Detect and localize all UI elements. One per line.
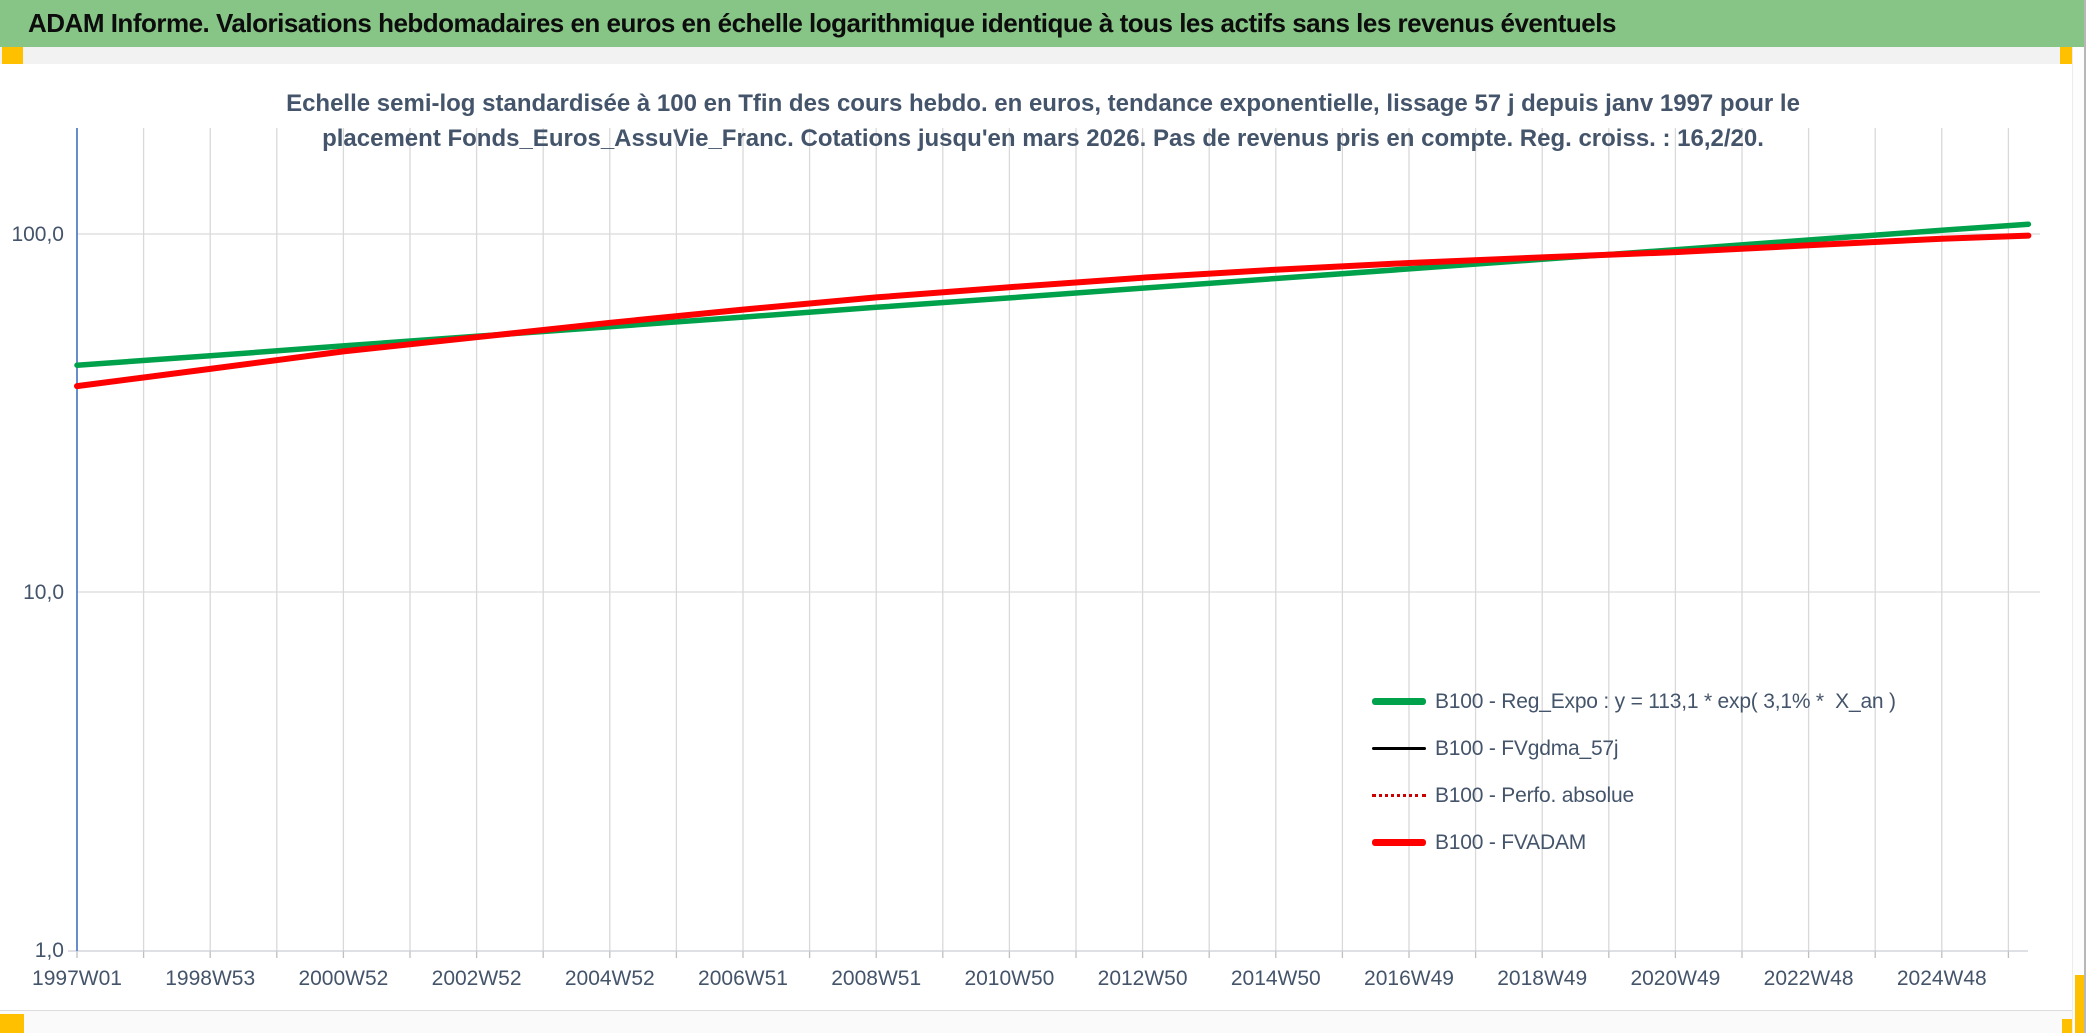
- y-tick-label: 1,0: [35, 939, 64, 962]
- window-right-border: [2084, 0, 2086, 1033]
- legend-item: B100 - Perfo. absolue: [1372, 772, 1896, 819]
- legend-line-swatch: [1372, 747, 1426, 750]
- plot-area: 100,0 10,0 1,0 1997W01 1998W53 2000W52 2002W52…: [11, 128, 2040, 990]
- legend-label: B100 - FVADAM: [1435, 830, 1587, 854]
- x-tick-label: 2008W51: [831, 967, 921, 990]
- chart-title-line2: placement Fonds_Euros_AssuVie_Franc. Cot…: [322, 125, 1764, 152]
- series-line-b100-fvgdma-57j: [75, 234, 2030, 388]
- x-tick-label: 2018W49: [1497, 967, 1587, 990]
- legend-label: B100 - Reg_Expo : y = 113,1 * exp( 3,1% …: [1435, 689, 1896, 713]
- legend-line-swatch: [1372, 794, 1426, 797]
- x-tick-label: 2020W49: [1630, 967, 1720, 990]
- chart-legend: B100 - Reg_Expo : y = 113,1 * exp( 3,1% …: [1372, 678, 1896, 866]
- report-title: ADAM Informe. Valorisations hebdomadaire…: [28, 8, 1616, 38]
- right-scrollbar-thumb[interactable]: [2075, 975, 2085, 1033]
- legend-item: B100 - FVADAM: [1372, 819, 1896, 866]
- x-tick-label: 1997W01: [32, 967, 122, 990]
- y-tick-label: 10,0: [23, 581, 64, 604]
- bottom-scrollbar-thumb[interactable]: [0, 1014, 24, 1033]
- report-title-bar: ADAM Informe. Valorisations hebdomadaire…: [0, 0, 2086, 47]
- x-tick-label: 2012W50: [1098, 967, 1188, 990]
- legend-line-swatch: [1372, 839, 1426, 846]
- legend-item: B100 - FVgdma_57j: [1372, 725, 1896, 772]
- series-line-b100-perfo-absolue: [76, 234, 2030, 388]
- series-line-b100-reg-expo-y-113-1-exp-3-1-x-an: [74, 221, 2032, 368]
- chart-title-line1: Echelle semi-log standardisée à 100 en T…: [286, 90, 1800, 117]
- series-line-b100-fvadam: [74, 232, 2032, 390]
- y-tick-label: 100,0: [11, 223, 64, 246]
- x-tick-label: 2006W51: [698, 967, 788, 990]
- x-tick-label: 2002W52: [432, 967, 522, 990]
- top-scrollbar-left-thumb[interactable]: [2, 47, 23, 64]
- chart-canvas: Echelle semi-log standardisée à 100 en T…: [0, 64, 2086, 1010]
- x-tick-label: 2004W52: [565, 967, 655, 990]
- legend-line-swatch: [1372, 698, 1426, 705]
- legend-label: B100 - Perfo. absolue: [1435, 783, 1634, 807]
- x-tick-label: 2014W50: [1231, 967, 1321, 990]
- legend-item: B100 - Reg_Expo : y = 113,1 * exp( 3,1% …: [1372, 678, 1896, 725]
- top-scrollbar[interactable]: [0, 47, 2086, 64]
- x-tick-label: 2022W48: [1764, 967, 1854, 990]
- x-tick-label: 2024W48: [1897, 967, 1987, 990]
- x-tick-label: 2016W49: [1364, 967, 1454, 990]
- chart-title: Echelle semi-log standardisée à 100 en T…: [0, 86, 2086, 156]
- legend-label: B100 - FVgdma_57j: [1435, 736, 1619, 760]
- x-tick-label: 2000W52: [298, 967, 388, 990]
- bottom-scrollbar[interactable]: [0, 1010, 2086, 1033]
- x-tick-label: 2010W50: [964, 967, 1054, 990]
- right-scrollbar[interactable]: [2072, 47, 2085, 1033]
- x-tick-label: 1998W53: [165, 967, 255, 990]
